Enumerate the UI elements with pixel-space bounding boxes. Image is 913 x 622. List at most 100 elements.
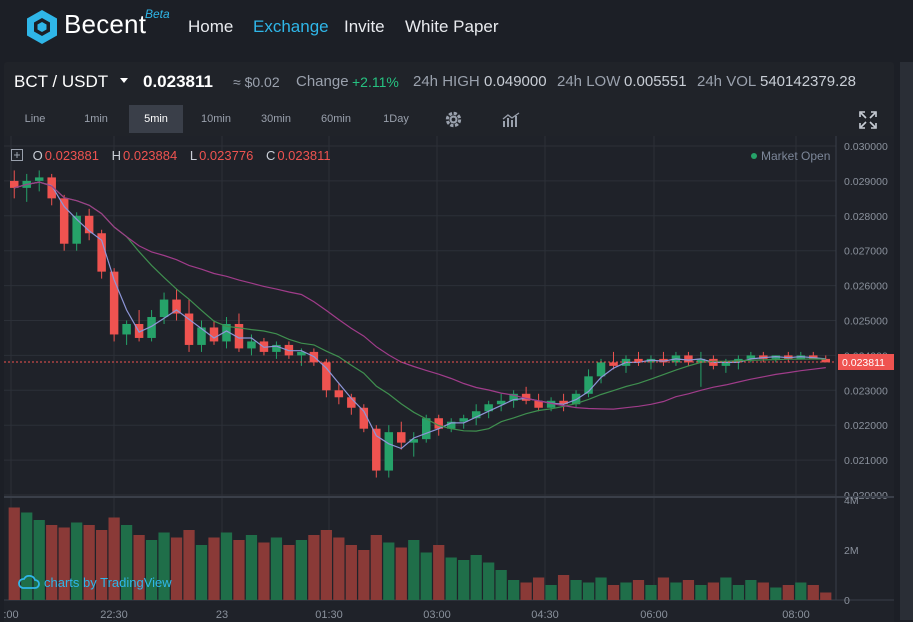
interval-10min-button[interactable]: 10min [201, 113, 231, 125]
chart-area[interactable]: 0.030000 0.029000 0.028000 0.027000 0.026000… [4, 136, 894, 622]
volume-bar [408, 540, 420, 600]
volume-bar [21, 512, 33, 600]
volume-bar [183, 530, 195, 600]
volume-tick-label: 4M [844, 495, 859, 507]
candle-body [459, 418, 468, 422]
time-tick-label: 22:30 [100, 609, 128, 621]
becent-logo-icon[interactable] [26, 9, 58, 45]
candle-body [109, 271, 119, 335]
volume-bar [358, 550, 370, 600]
low-value: 0.005551 [624, 73, 687, 90]
interval-1day-button[interactable]: 1Day [383, 113, 409, 125]
candle-body [9, 180, 19, 188]
volume-tick-label: 2M [844, 545, 859, 557]
candle-body [546, 400, 556, 408]
volume-bar [520, 582, 532, 600]
volume-bar [483, 562, 495, 600]
volume-bar [770, 587, 782, 600]
volume-bar [233, 540, 245, 600]
volume-bar [595, 577, 607, 600]
volume-bar [133, 535, 145, 600]
top-nav: Becent Beta Home Exchange Invite White P… [0, 0, 913, 58]
candlestick-chart[interactable]: 0.030000 0.029000 0.028000 0.027000 0.026000… [4, 136, 894, 622]
volume-bar [508, 580, 520, 600]
caret-down-icon [119, 78, 128, 83]
time-tick-label: 08:00 [782, 609, 810, 621]
tradingview-attribution[interactable]: charts by TradingView [18, 574, 172, 590]
close-legend-value: 0.023811 [277, 148, 331, 163]
interval-line-button[interactable]: Line [24, 113, 46, 125]
nav-home-link[interactable]: Home [188, 17, 234, 36]
candle-body [297, 351, 306, 356]
interval-30min-button[interactable]: 30min [261, 113, 291, 125]
high-label: 24h HIGH [413, 73, 480, 90]
candle-body [372, 428, 381, 471]
volume-bar [433, 545, 445, 600]
nav-white-paper-link[interactable]: White Paper [405, 17, 499, 36]
nav-exchange-link[interactable]: Exchange [253, 17, 329, 36]
low-label: 24h LOW [557, 73, 621, 90]
volume-bar [108, 517, 120, 600]
candle-body [471, 411, 481, 419]
volume-bar [195, 545, 208, 600]
expand-plus-icon[interactable] [11, 149, 23, 161]
volume-bar [145, 540, 158, 600]
volume-bar [158, 532, 170, 600]
indicators-icon[interactable] [502, 112, 520, 128]
volume-bar [732, 585, 744, 600]
candle-body [72, 215, 81, 244]
volume-bar [745, 580, 757, 600]
volume-bar [782, 585, 794, 600]
chart-toolbar: Line 1min 5min 10min 30min 60min 1Day [4, 102, 894, 138]
candle-body [47, 177, 56, 199]
pair-selector[interactable]: BCT / USDT [14, 72, 129, 92]
time-tick-label: 23 [216, 609, 228, 621]
close-legend-label: C [265, 148, 276, 163]
candle-body [509, 393, 518, 401]
candle-body [172, 299, 181, 314]
volume-tick-label: 0 [844, 595, 850, 607]
volume-bar [33, 520, 45, 600]
volume-bar [632, 580, 645, 600]
interval-60min-button[interactable]: 60min [321, 113, 351, 125]
nav-invite-link[interactable]: Invite [344, 17, 385, 36]
chart-panel: BCT / USDT 0.023811 ≈ $0.02 Change +2.11… [4, 62, 894, 622]
volume-bar [720, 577, 732, 600]
price-tick-label: 0.022000 [844, 420, 888, 432]
volume-bar [71, 522, 83, 600]
candle-body [159, 299, 169, 318]
candle-body [209, 327, 219, 342]
ticker-bar: BCT / USDT 0.023811 ≈ $0.02 Change +2.11… [4, 62, 894, 100]
interval-1min-button[interactable]: 1min [84, 113, 108, 125]
volume-bar [120, 525, 133, 600]
candle-body [521, 393, 531, 401]
tradingview-label: charts by TradingView [44, 575, 172, 590]
price-tick-label: 0.027000 [844, 246, 888, 258]
candle-body [397, 432, 406, 443]
candle-body [197, 327, 206, 345]
volume-bar [795, 582, 807, 600]
candle-body [184, 313, 194, 345]
candle-body [596, 362, 606, 377]
brand-name[interactable]: Becent [64, 9, 147, 39]
high-legend-value: 0.023884 [123, 148, 178, 163]
volume-bar [295, 540, 308, 600]
settings-gear-icon[interactable] [444, 110, 463, 129]
volume-bar [807, 585, 819, 600]
volume-bar [370, 535, 382, 600]
usd-price: ≈ $0.02 [233, 74, 280, 90]
volume-bar [757, 582, 769, 600]
volume-bar [657, 577, 670, 600]
volume-bar [58, 527, 70, 600]
interval-5min-button[interactable]: 5min [129, 105, 183, 133]
volume-bar [495, 570, 507, 600]
candle-body [559, 400, 568, 405]
fullscreen-icon[interactable] [859, 111, 877, 129]
open-label: O [32, 148, 43, 163]
time-tick-label: :00 [4, 609, 19, 621]
candle-body [746, 355, 756, 359]
volume-bar [170, 537, 183, 600]
ohlc-legend: O 0.023881 H 0.023884 L 0.023776 C 0.023811 [11, 148, 333, 163]
volume-bar [645, 585, 657, 600]
volume-bar [320, 530, 332, 600]
